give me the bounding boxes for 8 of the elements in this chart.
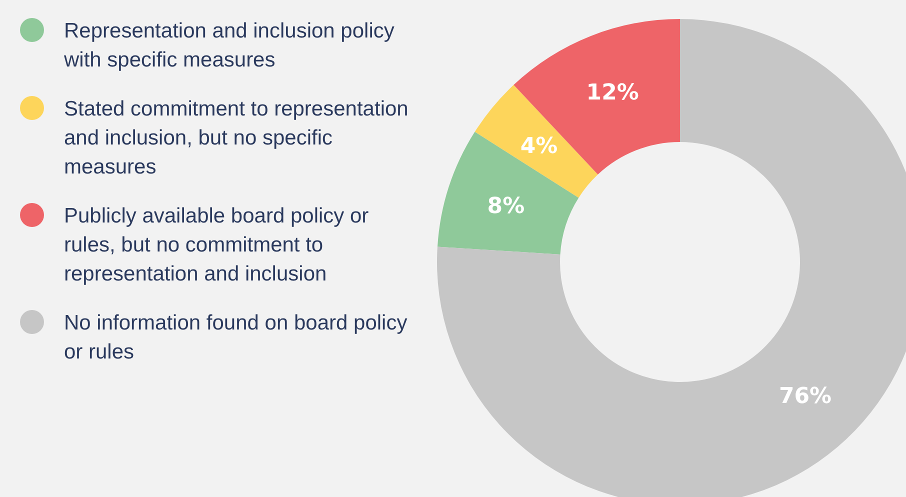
legend-label: Stated commitment to representation and inclusion, but no specific measures bbox=[64, 97, 408, 178]
legend-label: Representation and inclusion policy with specific measures bbox=[63, 19, 395, 72]
legend-label: No information found on board policy or rules bbox=[64, 311, 408, 364]
data-label: 76% bbox=[778, 384, 832, 410]
data-label: 8% bbox=[487, 194, 525, 220]
legend-label: Publicly available board policy or rules, but no commitment to representation and inclusion bbox=[64, 204, 369, 286]
data-label: 12% bbox=[586, 80, 639, 106]
data-label: 4% bbox=[520, 134, 558, 160]
